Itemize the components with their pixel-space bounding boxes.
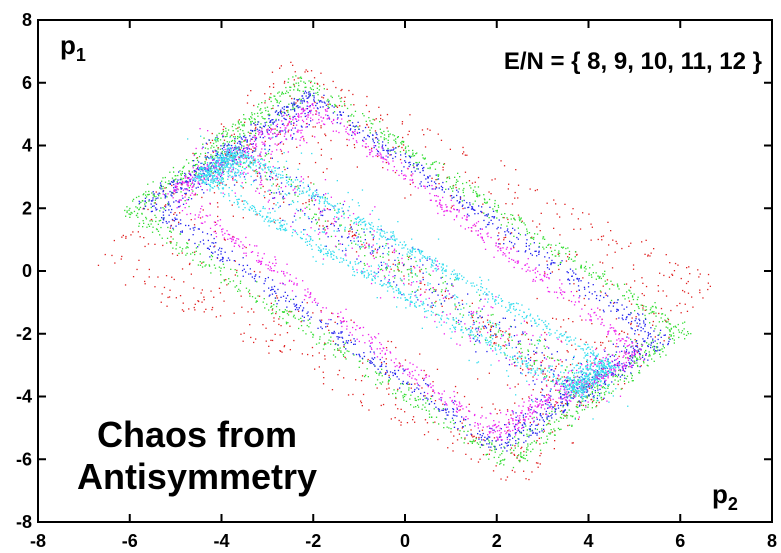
x-tick-label: 4 [583, 531, 593, 551]
y-tick-label: 0 [22, 261, 32, 281]
y-tick-label: -4 [16, 387, 32, 407]
x-tick-label: -4 [213, 531, 229, 551]
y-tick-label: 2 [22, 198, 32, 218]
y-tick-label: 8 [22, 10, 32, 30]
y-tick-label: -2 [16, 324, 32, 344]
y-tick-label: 4 [22, 136, 32, 156]
x-tick-label: -6 [122, 531, 138, 551]
p1-label: p1 [60, 30, 86, 65]
x-tick-label: 6 [675, 531, 685, 551]
series-e10-points [138, 90, 671, 452]
scatter-points [97, 61, 711, 481]
series-e11-points [124, 75, 692, 469]
x-tick-label: 2 [492, 531, 502, 551]
series-e8-points [187, 135, 629, 420]
axis-ticks: -8 -6 -4 -2 0 2 4 6 8 -8 -6 -4 -2 0 2 4 6 8 [16, 10, 777, 551]
x-tick-label: -8 [30, 531, 46, 551]
x-tick-label: -2 [305, 531, 321, 551]
p2-label: p2 [712, 479, 738, 514]
y-tick-label: 6 [22, 73, 32, 93]
chaos-annotation-line2: Antisymmetry [77, 456, 317, 497]
y-tick-label: -8 [16, 512, 32, 532]
chaos-annotation-line1: Chaos from [97, 414, 297, 455]
energy-annotation: E/N = { 8, 9, 10, 11, 12 } [504, 48, 762, 75]
x-tick-label: 0 [400, 531, 410, 551]
x-tick-label: 8 [767, 531, 777, 551]
series-e12-points [97, 61, 711, 481]
y-tick-label: -6 [16, 449, 32, 469]
